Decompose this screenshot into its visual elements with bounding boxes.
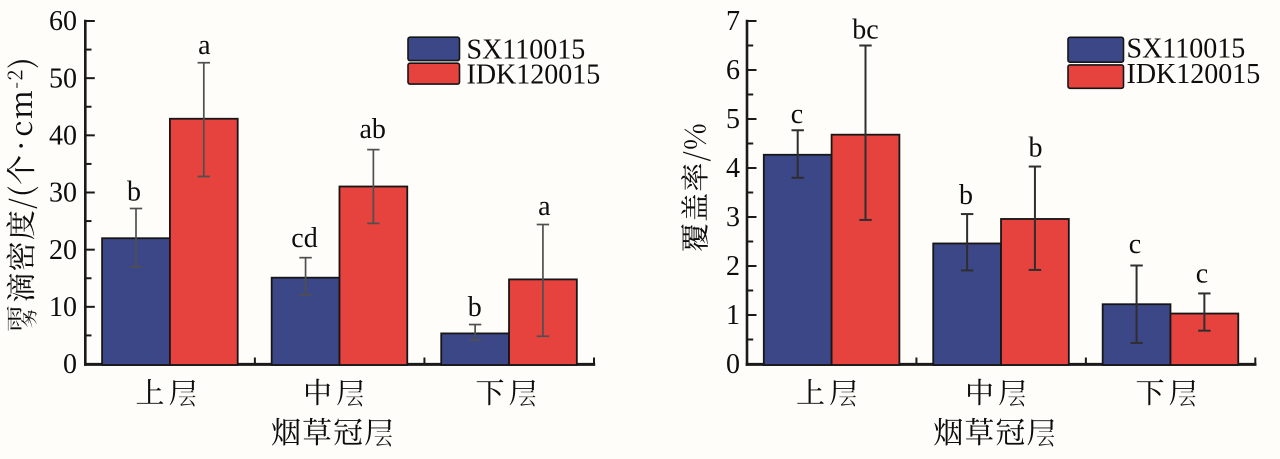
svg-text:SX110015: SX110015 — [467, 35, 586, 66]
svg-text:a: a — [198, 30, 211, 61]
svg-text:ab: ab — [359, 114, 385, 145]
svg-text:50: 50 — [49, 63, 77, 94]
svg-text:30: 30 — [49, 178, 77, 209]
svg-text:c: c — [1196, 259, 1208, 290]
svg-text:7: 7 — [726, 6, 740, 37]
svg-text:10: 10 — [49, 292, 77, 323]
svg-text:IDK120015: IDK120015 — [1127, 59, 1261, 90]
svg-text:c: c — [791, 99, 803, 130]
svg-text:0: 0 — [726, 349, 740, 380]
svg-text:40: 40 — [49, 121, 77, 152]
svg-text:bc: bc — [852, 15, 878, 46]
svg-text:2: 2 — [726, 251, 740, 282]
svg-text:3: 3 — [726, 202, 740, 233]
svg-text:1: 1 — [726, 300, 740, 331]
svg-text:b: b — [959, 180, 973, 211]
svg-text:b: b — [468, 292, 482, 323]
svg-text:c: c — [1129, 229, 1141, 260]
svg-text:SX110015: SX110015 — [1127, 34, 1246, 65]
svg-text:5: 5 — [726, 104, 740, 135]
svg-text:a: a — [538, 191, 551, 222]
svg-text:4: 4 — [726, 153, 740, 184]
svg-text:b: b — [127, 177, 141, 208]
svg-text:6: 6 — [726, 55, 740, 86]
svg-text:20: 20 — [49, 235, 77, 266]
svg-text:60: 60 — [49, 6, 77, 37]
svg-text:0: 0 — [63, 349, 77, 380]
svg-text:cd: cd — [291, 223, 317, 254]
svg-text:b: b — [1029, 133, 1043, 164]
svg-text:IDK120015: IDK120015 — [467, 60, 601, 91]
